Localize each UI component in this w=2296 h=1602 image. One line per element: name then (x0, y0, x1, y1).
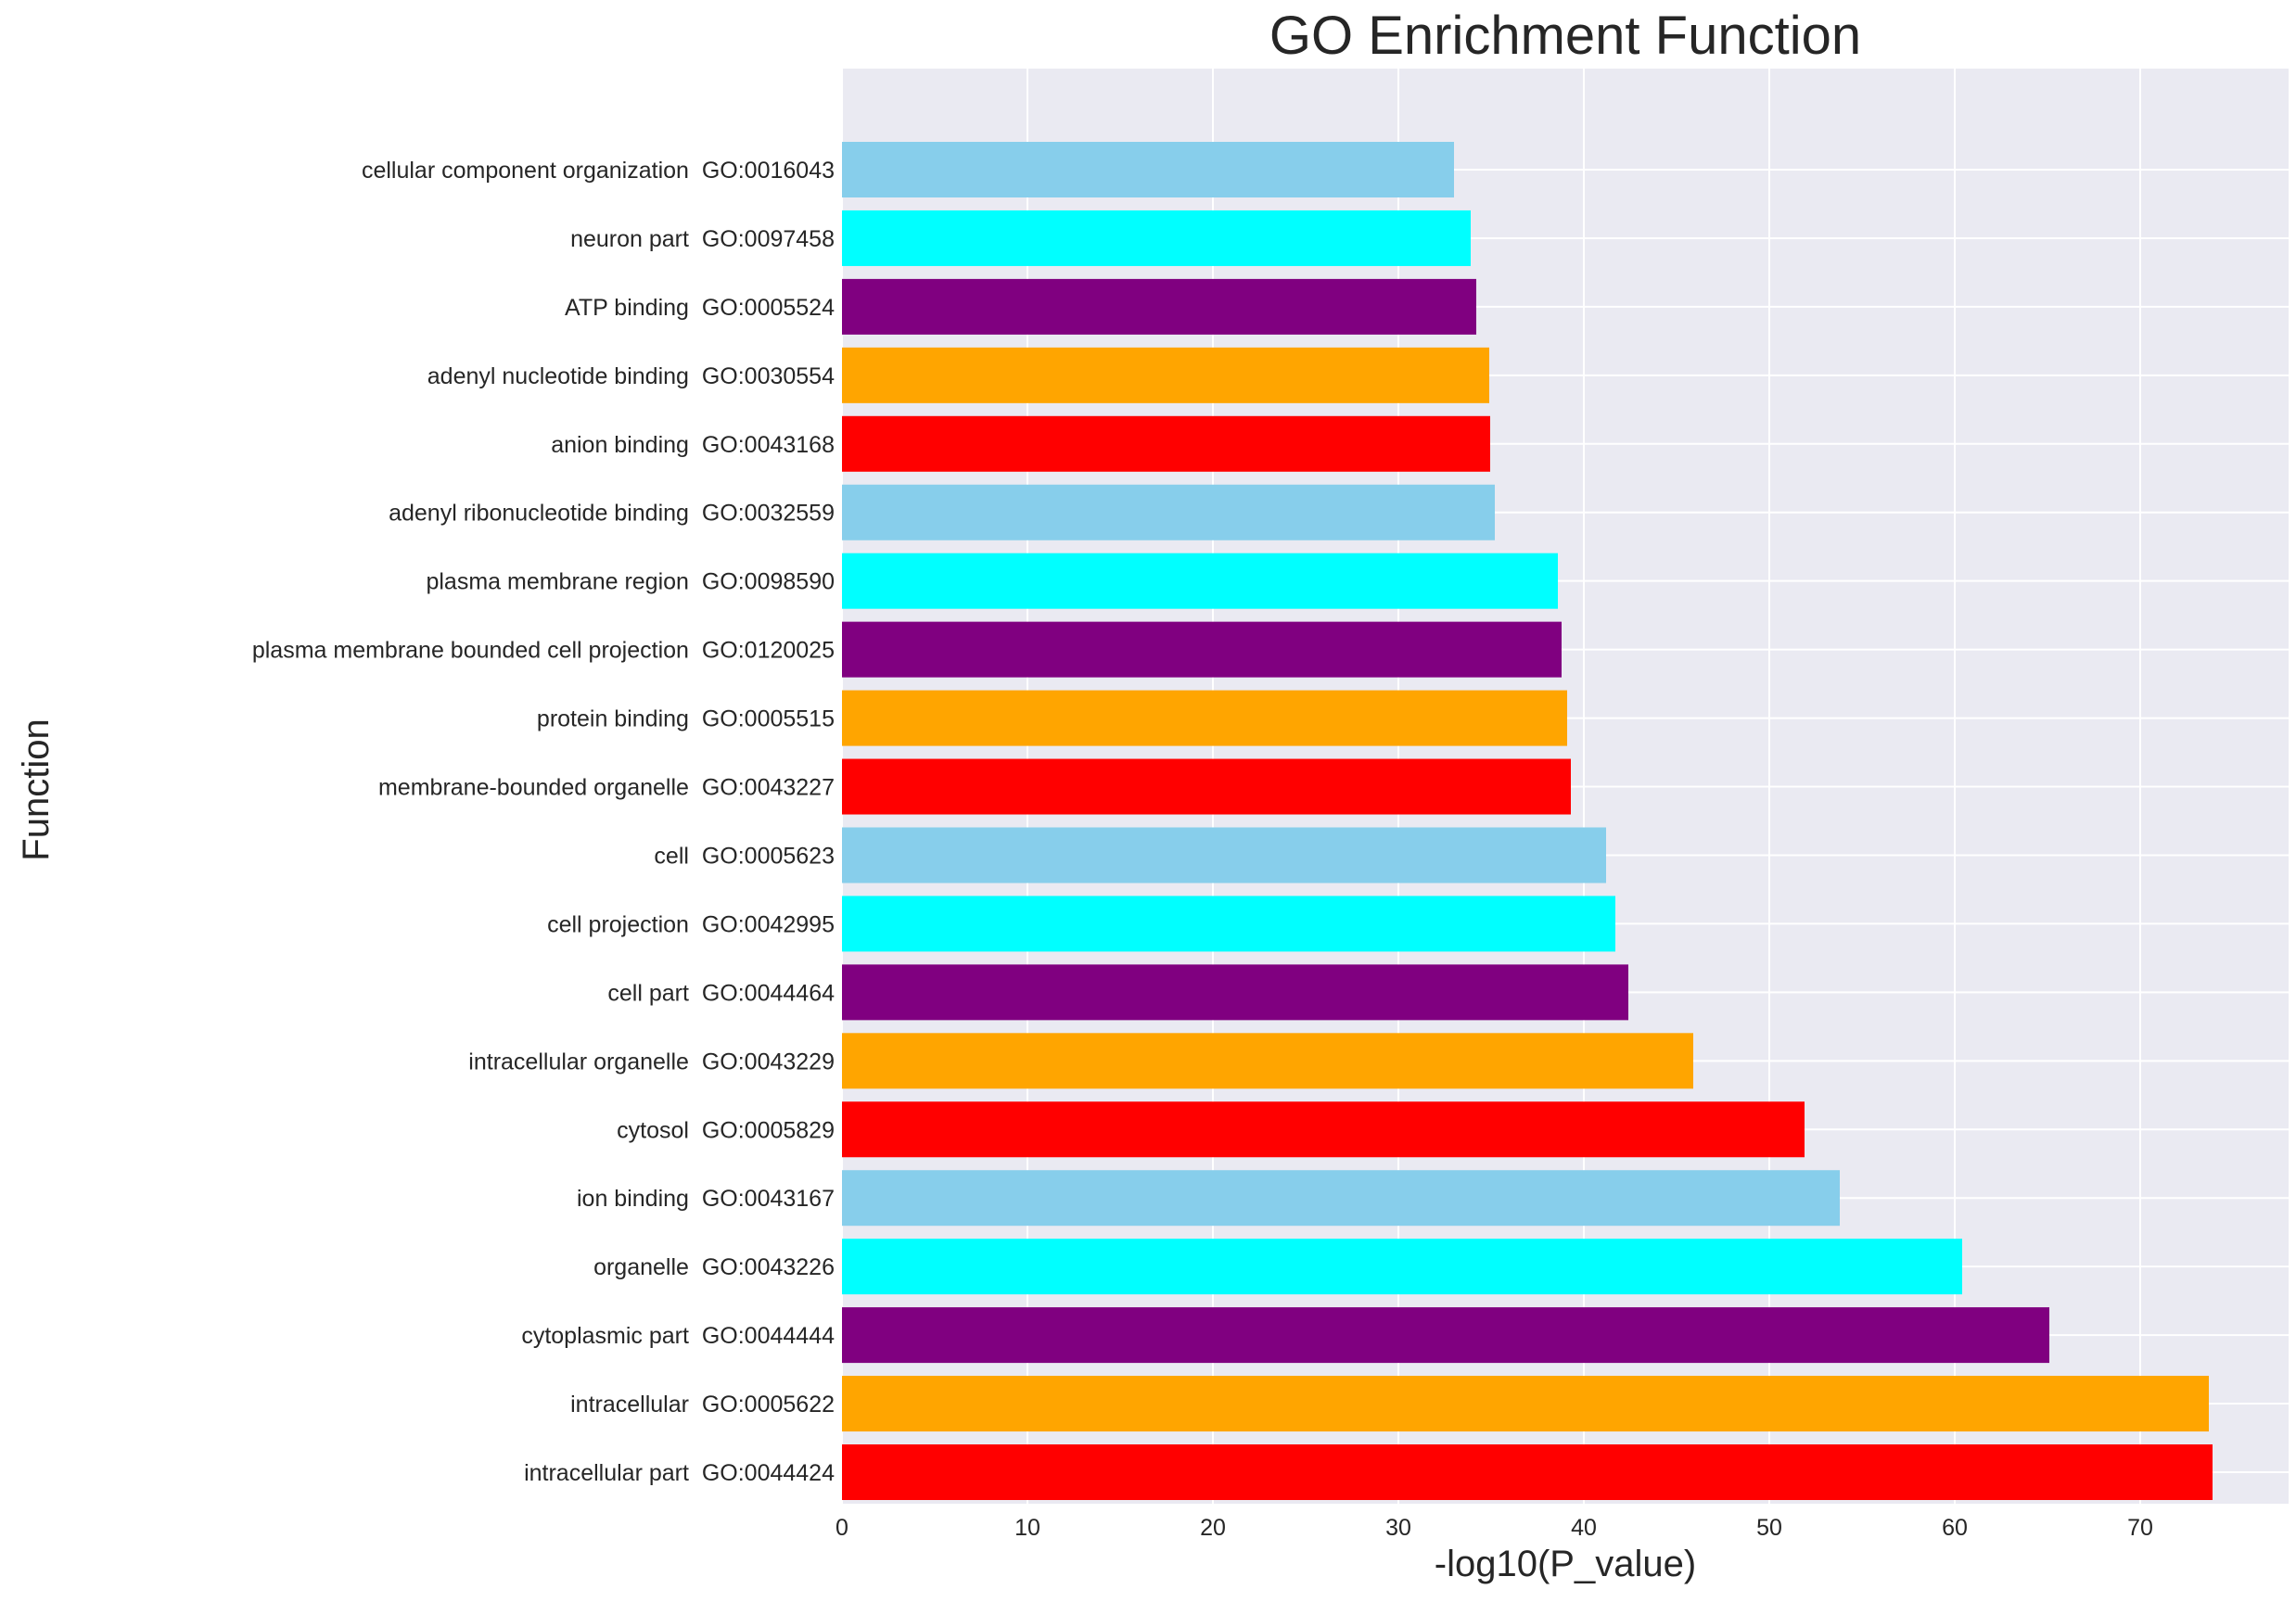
y-tick-label: anion binding GO:0043168 (551, 432, 835, 458)
y-tick-label: cell GO:0005623 (654, 843, 835, 869)
bar (842, 1376, 2209, 1432)
y-tick-labels: cellular component organization GO:00160… (252, 158, 835, 1486)
y-tick-label: protein binding GO:0005515 (537, 706, 835, 732)
bar (842, 553, 1558, 609)
x-tick-labels: 0 10 20 30 40 50 60 70 (835, 1515, 2153, 1541)
y-tick-label: cytosol GO:0005829 (617, 1117, 835, 1143)
bar (842, 1444, 2213, 1500)
x-axis-label: -log10(P_value) (1435, 1544, 1696, 1584)
y-tick-label: intracellular organelle GO:0043229 (468, 1049, 835, 1074)
y-tick-label: ATP binding GO:0005524 (565, 295, 835, 321)
y-tick-label: cellular component organization GO:00160… (362, 158, 835, 184)
x-tick-label: 10 (1014, 1515, 1040, 1541)
bar (842, 1239, 1962, 1295)
y-tick-label: cell projection GO:0042995 (547, 911, 835, 937)
y-tick-label: cell part GO:0044464 (607, 980, 835, 1006)
bar (842, 896, 1615, 952)
y-tick-label: adenyl nucleotide binding GO:0030554 (427, 363, 835, 389)
x-tick-label: 60 (1942, 1515, 1968, 1541)
bar (842, 964, 1628, 1021)
y-tick-label: intracellular part GO:0044424 (524, 1460, 835, 1486)
bar (842, 690, 1567, 746)
bar (842, 827, 1606, 884)
bars (842, 142, 2213, 1500)
x-tick-label: 70 (2127, 1515, 2153, 1541)
y-tick-label: cytoplasmic part GO:0044444 (521, 1323, 835, 1349)
x-tick-label: 20 (1200, 1515, 1226, 1541)
x-tick-label: 50 (1756, 1515, 1782, 1541)
bar (842, 484, 1495, 540)
bar (842, 142, 1454, 197)
bar (842, 210, 1471, 266)
y-axis-label: Function (16, 718, 57, 860)
bar (842, 758, 1571, 815)
bar (842, 1033, 1693, 1089)
chart-title: GO Enrichment Function (1269, 6, 1861, 66)
bar (842, 1170, 1840, 1227)
y-tick-label: ion binding GO:0043167 (577, 1186, 835, 1212)
y-tick-label: plasma membrane region GO:0098590 (426, 569, 835, 595)
y-tick-label: plasma membrane bounded cell projection … (252, 638, 835, 664)
y-tick-label: adenyl ribonucleotide binding GO:0032559 (389, 501, 835, 527)
y-tick-label: intracellular GO:0005622 (570, 1392, 835, 1418)
y-tick-label: membrane-bounded organelle GO:0043227 (378, 775, 835, 801)
bar (842, 621, 1562, 678)
x-tick-label: 0 (835, 1515, 848, 1541)
bar (842, 278, 1476, 335)
x-tick-label: 30 (1385, 1515, 1411, 1541)
bar (842, 347, 1489, 403)
y-tick-label: organelle GO:0043226 (593, 1254, 835, 1280)
bar (842, 1101, 1805, 1158)
x-tick-label: 40 (1571, 1515, 1597, 1541)
bar (842, 415, 1490, 472)
bar (842, 1307, 2049, 1364)
y-tick-label: neuron part GO:0097458 (570, 226, 835, 252)
